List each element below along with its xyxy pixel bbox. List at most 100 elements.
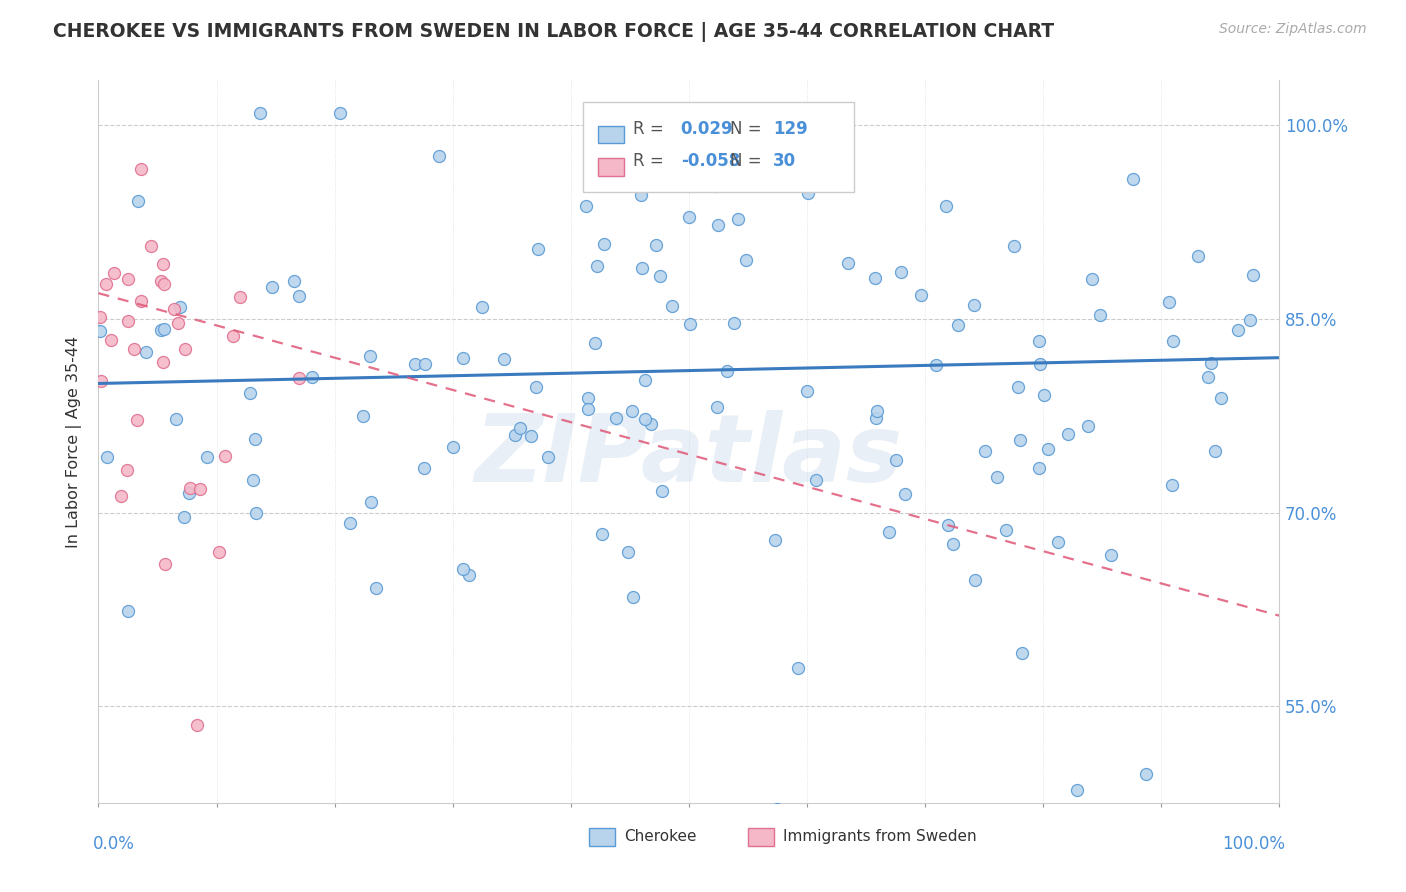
Point — [360, 495, 382, 509]
Point — [894, 487, 917, 501]
Point — [1239, 313, 1261, 327]
Point — [174, 342, 197, 356]
Point — [173, 510, 195, 524]
Point — [229, 290, 252, 304]
Point — [706, 400, 728, 414]
Point — [640, 417, 662, 431]
Point — [963, 573, 986, 587]
Point — [131, 162, 153, 177]
Point — [179, 481, 201, 495]
Point — [1197, 370, 1219, 384]
Point — [165, 412, 187, 426]
Point — [519, 429, 541, 443]
Point — [942, 537, 965, 551]
Point — [1028, 461, 1050, 475]
Point — [413, 357, 436, 371]
Point — [89, 324, 111, 338]
Point — [262, 280, 284, 294]
Point — [100, 333, 122, 347]
Point — [243, 432, 266, 446]
Point — [152, 355, 174, 369]
Point — [141, 239, 163, 253]
Point — [735, 253, 758, 268]
Point — [884, 452, 907, 467]
Point — [89, 310, 111, 325]
Point — [806, 473, 828, 487]
Point — [186, 718, 208, 732]
Point — [631, 261, 654, 276]
Point — [117, 604, 139, 618]
Point — [678, 210, 700, 224]
Point — [706, 218, 728, 232]
Point — [837, 255, 859, 269]
Point — [1028, 334, 1050, 348]
Point — [127, 194, 149, 208]
Point — [925, 358, 948, 372]
Point — [188, 482, 211, 496]
Point — [153, 277, 176, 292]
Point — [288, 370, 311, 384]
Point — [1090, 308, 1112, 322]
Point — [963, 298, 986, 312]
FancyBboxPatch shape — [598, 158, 624, 176]
Point — [1077, 419, 1099, 434]
Point — [329, 105, 352, 120]
Point — [796, 384, 818, 398]
Point — [578, 391, 600, 405]
Point — [727, 211, 749, 226]
Point — [716, 364, 738, 378]
Point — [96, 450, 118, 464]
Point — [586, 259, 609, 273]
Point — [630, 188, 652, 202]
Text: Source: ZipAtlas.com: Source: ZipAtlas.com — [1219, 22, 1367, 37]
Point — [527, 242, 550, 256]
Point — [537, 450, 560, 464]
Point — [150, 274, 173, 288]
Point — [1008, 433, 1031, 447]
FancyBboxPatch shape — [589, 828, 614, 847]
Point — [153, 558, 176, 572]
Point — [1204, 444, 1226, 458]
Point — [634, 373, 657, 387]
Point — [222, 329, 245, 343]
Point — [404, 357, 426, 371]
Point — [352, 409, 374, 424]
Point — [339, 516, 361, 530]
Point — [723, 317, 745, 331]
Point — [153, 322, 176, 336]
Point — [214, 449, 236, 463]
Point — [592, 237, 614, 252]
Point — [1002, 239, 1025, 253]
Point — [1036, 442, 1059, 456]
Point — [1135, 767, 1157, 781]
Point — [441, 440, 464, 454]
Point — [451, 351, 474, 365]
Point — [661, 299, 683, 313]
Point — [877, 524, 900, 539]
Point — [1011, 646, 1033, 660]
Point — [973, 443, 995, 458]
Point — [129, 293, 152, 308]
Point — [245, 506, 267, 520]
Point — [103, 266, 125, 280]
Point — [1028, 357, 1050, 371]
Point — [150, 323, 173, 337]
Point — [301, 370, 323, 384]
Point — [152, 257, 174, 271]
Point — [110, 489, 132, 503]
Point — [1047, 534, 1070, 549]
Point — [509, 421, 531, 435]
Point — [796, 186, 818, 200]
Text: 30: 30 — [773, 153, 796, 170]
Text: 100.0%: 100.0% — [1222, 835, 1285, 854]
Point — [1161, 334, 1184, 348]
Point — [242, 473, 264, 487]
Text: Immigrants from Sweden: Immigrants from Sweden — [783, 830, 977, 844]
Point — [117, 313, 139, 327]
Point — [1057, 426, 1080, 441]
Point — [910, 287, 932, 301]
Point — [863, 271, 886, 285]
FancyBboxPatch shape — [748, 828, 773, 847]
Point — [283, 274, 305, 288]
Point — [1032, 388, 1054, 402]
